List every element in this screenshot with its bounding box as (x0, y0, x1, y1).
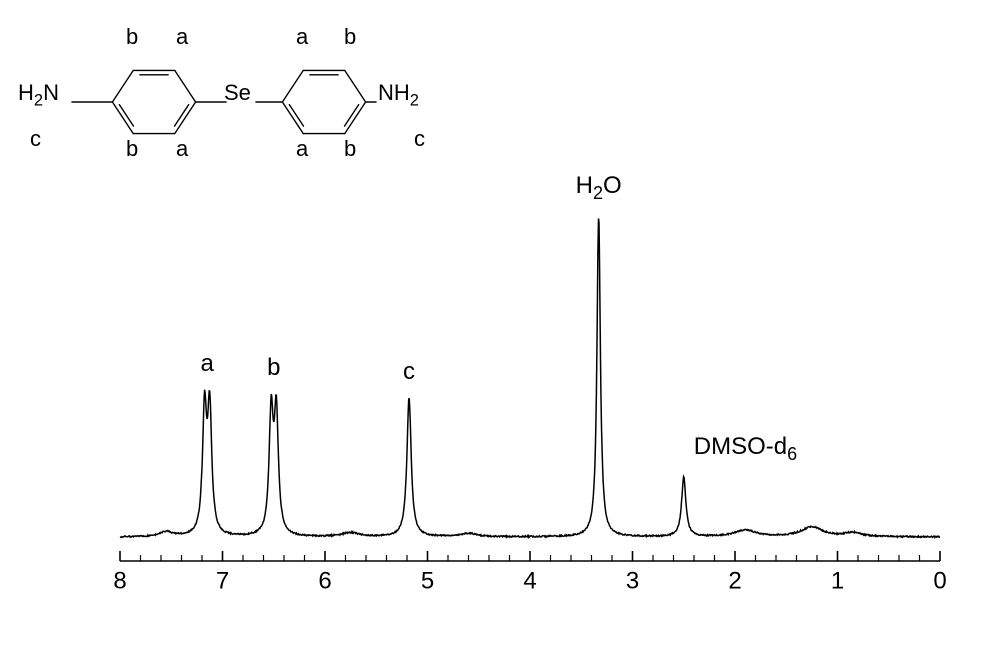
label-nh2-right: NH2 (378, 80, 419, 110)
x-tick-label: 7 (216, 568, 229, 595)
x-tick-label: 2 (728, 568, 741, 595)
x-tick-label: 3 (626, 568, 639, 595)
peak-label-b: b (234, 354, 314, 382)
peak-label-h2o: H2O (559, 172, 639, 204)
ring-label-a: a (296, 24, 308, 50)
x-tick-label: 0 (933, 568, 946, 595)
label-c-left: c (30, 126, 41, 152)
x-tick-label: 4 (523, 568, 536, 595)
peak-label-dmso: DMSO-d6 (694, 433, 774, 465)
label-se: Se (224, 80, 251, 106)
peak-label-c: c (369, 358, 449, 386)
ring-label-b: b (126, 136, 138, 162)
ring-label-a: a (176, 136, 188, 162)
x-tick-label: 8 (113, 568, 126, 595)
label-c-right: c (414, 126, 425, 152)
ring-label-a: a (176, 24, 188, 50)
ring-label-a: a (296, 136, 308, 162)
nmr-spectrum: 876543210 abcH2ODMSO-d6 (120, 215, 940, 635)
ring-label-b: b (126, 24, 138, 50)
spectrum-plot: 876543210 (120, 215, 940, 635)
x-tick-label: 1 (831, 568, 844, 595)
ring-label-b: b (344, 24, 356, 50)
x-tick-label: 6 (318, 568, 331, 595)
label-h2n-left: H2N (18, 80, 59, 110)
molecule-structure: H2N NH2 Se c c a b a b a b a b (18, 18, 448, 168)
ring-label-b: b (344, 136, 356, 162)
x-tick-label: 5 (421, 568, 434, 595)
